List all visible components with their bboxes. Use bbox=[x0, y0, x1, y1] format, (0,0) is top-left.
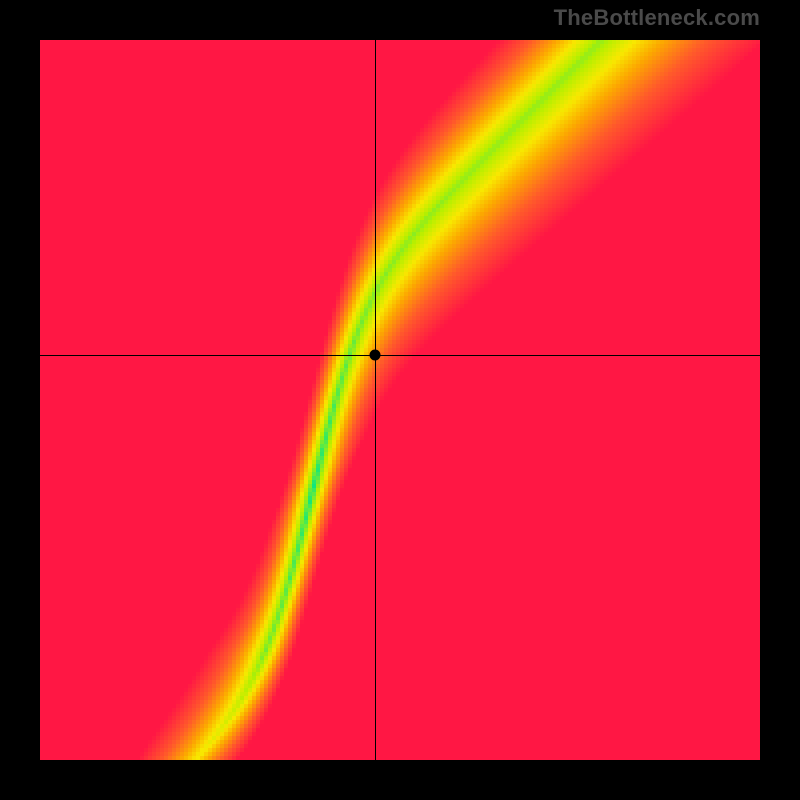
attribution: TheBottleneck.com bbox=[554, 5, 760, 31]
heatmap-canvas bbox=[40, 40, 760, 760]
crosshair-horizontal bbox=[40, 355, 760, 356]
marker-dot bbox=[369, 349, 380, 360]
plot-area bbox=[40, 40, 760, 760]
chart-frame: TheBottleneck.com bbox=[0, 0, 800, 800]
crosshair-vertical bbox=[375, 40, 376, 760]
